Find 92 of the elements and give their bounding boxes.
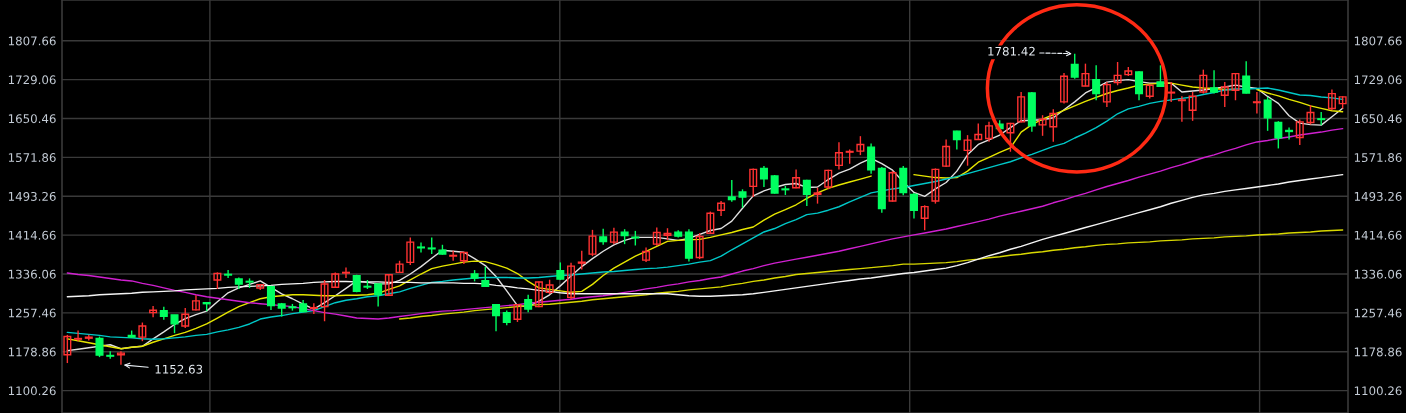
candlestick (1295, 118, 1304, 146)
y2-tick-label: 1729.06 (1354, 75, 1402, 85)
y-tick-label: 1807.66 (8, 36, 56, 46)
candlestick (942, 138, 951, 168)
candlestick (770, 174, 779, 195)
candlestick (963, 134, 972, 167)
candlestick (952, 130, 961, 151)
candlestick (759, 165, 768, 188)
y-tick-label: 1414.66 (8, 230, 56, 240)
candlestick (406, 236, 415, 266)
y2-tick-label: 1100.26 (1354, 386, 1402, 396)
candlestick (1199, 68, 1208, 95)
candlestick (1017, 91, 1026, 124)
candlestick (824, 169, 833, 191)
candlestick (1327, 88, 1336, 111)
candlestick (599, 228, 608, 246)
candlestick (695, 232, 704, 260)
candlestick (1059, 72, 1069, 105)
y-tick-label: 1571.86 (8, 153, 56, 163)
candlestick (1049, 108, 1058, 143)
candlestick (170, 314, 179, 334)
candlestick (984, 121, 994, 143)
candlestick (920, 204, 929, 231)
candlestick (181, 307, 190, 329)
candlestick (1263, 96, 1272, 132)
candlestick (1285, 126, 1294, 141)
candlestick (577, 250, 586, 271)
candlestick (1102, 81, 1111, 108)
y-tick-label: 1493.26 (8, 191, 56, 201)
candlestick (909, 192, 918, 220)
candlestick (888, 170, 897, 203)
candlestick (459, 251, 468, 265)
candlestick (1231, 72, 1240, 101)
candlestick (95, 335, 104, 358)
y2-tick-label: 1571.86 (1354, 153, 1402, 163)
candlestick (706, 210, 715, 235)
candlestick (320, 279, 329, 322)
candlestick (1188, 91, 1197, 122)
candlestick (727, 179, 736, 203)
candlestick (1092, 64, 1101, 101)
candlestick (802, 178, 811, 207)
line-series (398, 229, 1344, 320)
candlestick (1038, 114, 1047, 137)
candlestick (1220, 81, 1229, 108)
candlestick (931, 167, 940, 205)
y2-tick-label: 1178.86 (1354, 347, 1402, 357)
candlestick (856, 135, 865, 156)
candlestick (834, 141, 843, 171)
candlestick (652, 226, 661, 247)
y2-tick-label: 1650.46 (1354, 114, 1402, 124)
candlestick (374, 283, 383, 308)
candlestick (416, 241, 426, 254)
annotation: 1152.63 (155, 364, 203, 374)
y2-tick-label: 1493.26 (1354, 191, 1402, 201)
candlestick (1210, 69, 1219, 95)
candlestick (738, 188, 747, 209)
candlestick (1113, 61, 1122, 86)
candlestick (266, 284, 275, 311)
candlestick (1006, 122, 1015, 153)
candlestick (567, 262, 576, 301)
y2-tick-label: 1807.66 (1354, 36, 1402, 46)
candlestick (1242, 60, 1251, 95)
y-tick-label: 1729.06 (8, 75, 56, 85)
y-tick-label: 1650.46 (8, 114, 56, 124)
candlestick (63, 334, 72, 364)
candlestick (588, 229, 597, 257)
annotation: 1781.42 (988, 46, 1035, 56)
candlestick (867, 142, 876, 175)
candlestick (609, 227, 618, 245)
candlestick (191, 294, 200, 312)
candlestick (642, 246, 651, 263)
y2-tick-label: 1336.06 (1354, 269, 1402, 279)
candlestick (1135, 70, 1144, 101)
candlestick (717, 200, 726, 217)
y2-tick-label: 1414.66 (1354, 230, 1402, 240)
y-tick-label: 1178.86 (8, 347, 56, 357)
candlestick (1274, 120, 1283, 150)
candlestick (481, 266, 490, 288)
candlestick (138, 321, 147, 342)
candlestick (492, 303, 501, 332)
candlestick (224, 269, 233, 279)
candlestick (1156, 64, 1165, 88)
candlestick (1081, 62, 1090, 87)
candlestick (1306, 104, 1315, 126)
candlestick (384, 273, 393, 297)
y2-tick-label: 1257.46 (1354, 308, 1402, 318)
candlestick (792, 168, 801, 190)
y-tick-label: 1100.26 (8, 386, 56, 396)
candlestick (534, 280, 543, 308)
y-tick-label: 1336.06 (8, 269, 56, 279)
candlestick (749, 167, 758, 198)
y-tick-label: 1257.46 (8, 308, 56, 318)
